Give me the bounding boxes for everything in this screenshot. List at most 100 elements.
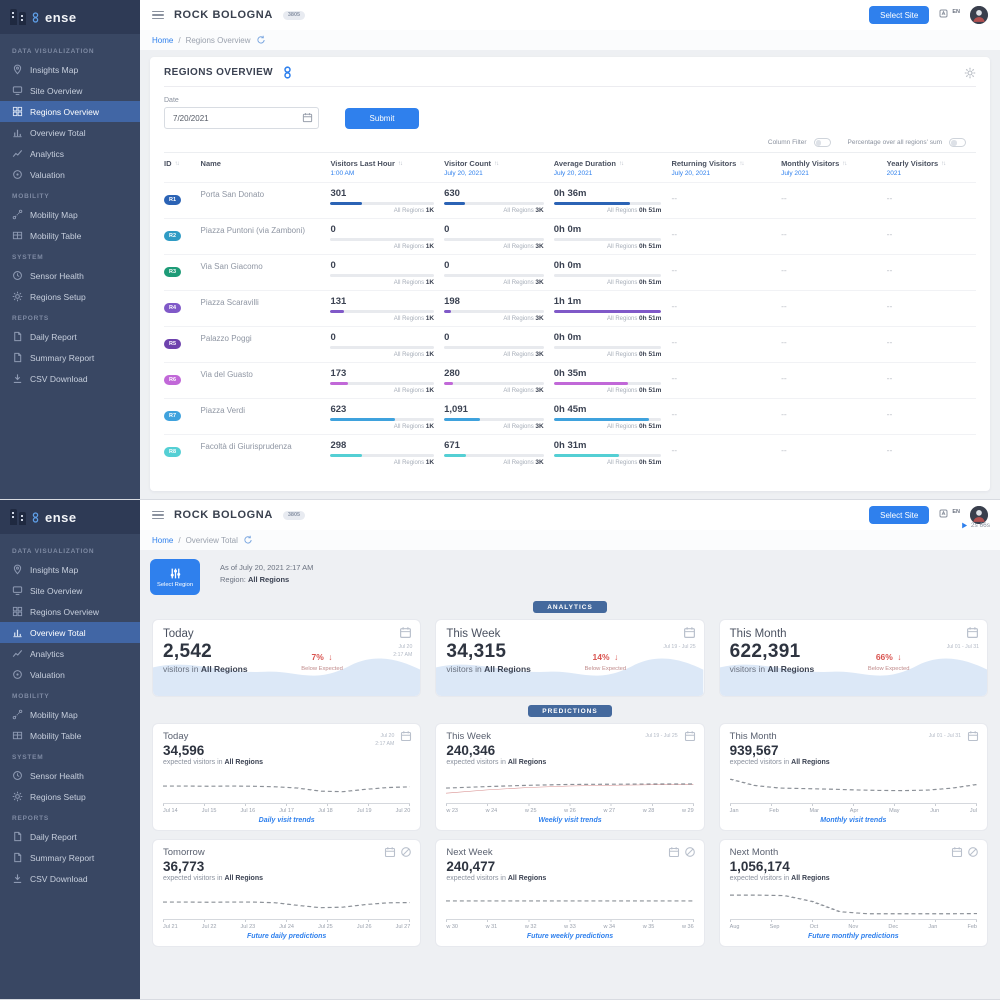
sort-icon[interactable]: ↑↓ — [397, 160, 403, 167]
col-name[interactable]: Name — [200, 159, 221, 168]
play-icon[interactable] — [961, 522, 968, 529]
avatar[interactable] — [970, 506, 988, 524]
sidebar-item-sensor-health[interactable]: Sensor Health — [0, 265, 140, 286]
calendar-icon[interactable] — [684, 730, 696, 742]
refresh-icon[interactable] — [243, 535, 253, 545]
sort-icon[interactable]: ↑↓ — [842, 160, 847, 167]
sidebar-item-site-overview[interactable]: Site Overview — [0, 80, 140, 101]
table-row[interactable]: R5 Palazzo Poggi 0 All Regions 1K 0 All … — [164, 326, 976, 362]
sidebar-item-regions-overview[interactable]: Regions Overview — [0, 601, 140, 622]
menu-icon[interactable] — [152, 510, 164, 520]
col-yearly-visitors[interactable]: Yearly Visitors — [886, 159, 939, 168]
sidebar-item-mobility-map[interactable]: Mobility Map — [0, 704, 140, 725]
region-name: All Regions — [507, 875, 547, 882]
sidebar-item-overview-total[interactable]: Overview Total — [0, 122, 140, 143]
chart-caption[interactable]: Monthly visit trends — [820, 817, 887, 824]
chart-caption[interactable]: Weekly visit trends — [538, 817, 602, 824]
settings-gear-icon[interactable] — [964, 66, 976, 79]
sub-prefix: expected visitors in — [163, 875, 223, 882]
sidebar-item-sensor-health[interactable]: Sensor Health — [0, 765, 140, 786]
sort-icon[interactable]: ↑↓ — [494, 160, 499, 167]
table-row[interactable]: R4 Piazza Scaravilli 131 All Regions 1K … — [164, 290, 976, 326]
chart-caption[interactable]: Future weekly predictions — [526, 933, 614, 940]
sliders-icon — [169, 567, 181, 579]
table-row[interactable]: R6 Via del Guasto 173 All Regions 1K 280… — [164, 362, 976, 398]
sort-icon[interactable]: ↑↓ — [174, 160, 180, 167]
calendar-icon[interactable] — [683, 626, 696, 639]
select-region-button[interactable]: Select Region — [150, 559, 200, 595]
expected-count: 240,477 — [446, 859, 496, 874]
x-tick-label: Jul 27 — [395, 924, 411, 930]
calendar-icon[interactable] — [966, 626, 979, 639]
avatar[interactable] — [970, 6, 988, 24]
sidebar-item-overview-total[interactable]: Overview Total — [0, 622, 140, 643]
sidebar-item-valuation[interactable]: Valuation — [0, 164, 140, 185]
calendar-icon[interactable] — [967, 730, 979, 742]
sidebar-item-regions-setup[interactable]: Regions Setup — [0, 286, 140, 307]
menu-icon[interactable] — [152, 10, 164, 20]
calendar-icon[interactable] — [668, 846, 680, 858]
sidebar-item-summary-report[interactable]: Summary Report — [0, 347, 140, 368]
sidebar-item-csv-download[interactable]: CSV Download — [0, 868, 140, 889]
sort-icon[interactable]: ↑↓ — [941, 160, 946, 167]
site-badge: 3805 — [282, 10, 306, 20]
metric-bar — [330, 310, 435, 313]
sidebar-item-regions-overview[interactable]: Regions Overview — [0, 101, 140, 122]
language-code: EN — [952, 509, 960, 515]
calendar-icon[interactable] — [302, 112, 313, 123]
col-visitors-last-hour[interactable]: Visitors Last Hour — [330, 159, 395, 168]
sidebar-item-regions-setup[interactable]: Regions Setup — [0, 786, 140, 807]
col-monthly-visitors[interactable]: Monthly Visitors — [781, 159, 840, 168]
calendar-icon[interactable] — [384, 846, 396, 858]
chart-caption[interactable]: Future monthly predictions — [808, 933, 899, 940]
sidebar-item-summary-report[interactable]: Summary Report — [0, 847, 140, 868]
sub-prefix: expected visitors in — [729, 875, 790, 882]
language-selector[interactable]: EN — [939, 509, 960, 521]
circle-slash-icon[interactable] — [400, 846, 412, 858]
translate-icon — [939, 509, 948, 518]
region-name: Facoltà di Giurisprudenza — [200, 442, 292, 451]
circle-slash-icon[interactable] — [684, 846, 696, 858]
sidebar-item-analytics[interactable]: Analytics — [0, 143, 140, 164]
table-row[interactable]: R3 Via San Giacomo 0 All Regions 1K 0 Al… — [164, 254, 976, 290]
sidebar-item-insights-map[interactable]: Insights Map — [0, 59, 140, 80]
breadcrumb-home-link[interactable]: Home — [152, 35, 174, 45]
table-row[interactable]: R8 Facoltà di Giurisprudenza 298 All Reg… — [164, 434, 976, 470]
app-logo[interactable]: ense — [0, 500, 140, 534]
chart-caption[interactable]: Daily visit trends — [258, 817, 315, 824]
col-id[interactable]: ID — [164, 159, 172, 168]
circle-slash-icon[interactable] — [967, 846, 979, 858]
refresh-icon[interactable] — [256, 35, 266, 45]
sidebar-item-mobility-table[interactable]: Mobility Table — [0, 725, 140, 746]
date-input[interactable] — [164, 107, 319, 129]
col-visitor-count[interactable]: Visitor Count — [444, 159, 492, 168]
table-row[interactable]: R1 Porta San Donato 301 All Regions 1K 6… — [164, 182, 976, 218]
sidebar-item-mobility-map[interactable]: Mobility Map — [0, 204, 140, 225]
submit-button[interactable]: Submit — [345, 107, 419, 129]
sidebar-item-site-overview[interactable]: Site Overview — [0, 580, 140, 601]
language-selector[interactable]: EN — [939, 9, 960, 21]
chart-caption[interactable]: Future daily predictions — [246, 933, 327, 940]
calendar-icon[interactable] — [951, 846, 963, 858]
app-logo[interactable]: ense — [0, 0, 140, 34]
select-site-button[interactable]: Select Site — [869, 6, 930, 24]
sidebar-item-valuation[interactable]: Valuation — [0, 664, 140, 685]
calendar-icon[interactable] — [400, 730, 412, 742]
sidebar-item-daily-report[interactable]: Daily Report — [0, 826, 140, 847]
sidebar-item-csv-download[interactable]: CSV Download — [0, 368, 140, 389]
sort-icon[interactable]: ↑↓ — [618, 160, 624, 167]
select-site-button[interactable]: Select Site — [869, 506, 930, 524]
col-returning-visitors[interactable]: Returning Visitors — [671, 159, 737, 168]
table-row[interactable]: R7 Piazza Verdi 623 All Regions 1K 1,091… — [164, 398, 976, 434]
sidebar-item-daily-report[interactable]: Daily Report — [0, 326, 140, 347]
sidebar-item-mobility-table[interactable]: Mobility Table — [0, 225, 140, 246]
calendar-icon[interactable] — [399, 626, 412, 639]
col-average-duration[interactable]: Average Duration — [553, 159, 616, 168]
table-row[interactable]: R2 Piazza Puntoni (via Zamboni) 0 All Re… — [164, 218, 976, 254]
sort-icon[interactable]: ↑↓ — [739, 160, 744, 167]
column-filter-toggle[interactable] — [813, 138, 831, 147]
sidebar-item-insights-map[interactable]: Insights Map — [0, 559, 140, 580]
sidebar-item-analytics[interactable]: Analytics — [0, 643, 140, 664]
percentage-toggle[interactable] — [949, 138, 966, 147]
breadcrumb-home-link[interactable]: Home — [152, 535, 174, 545]
